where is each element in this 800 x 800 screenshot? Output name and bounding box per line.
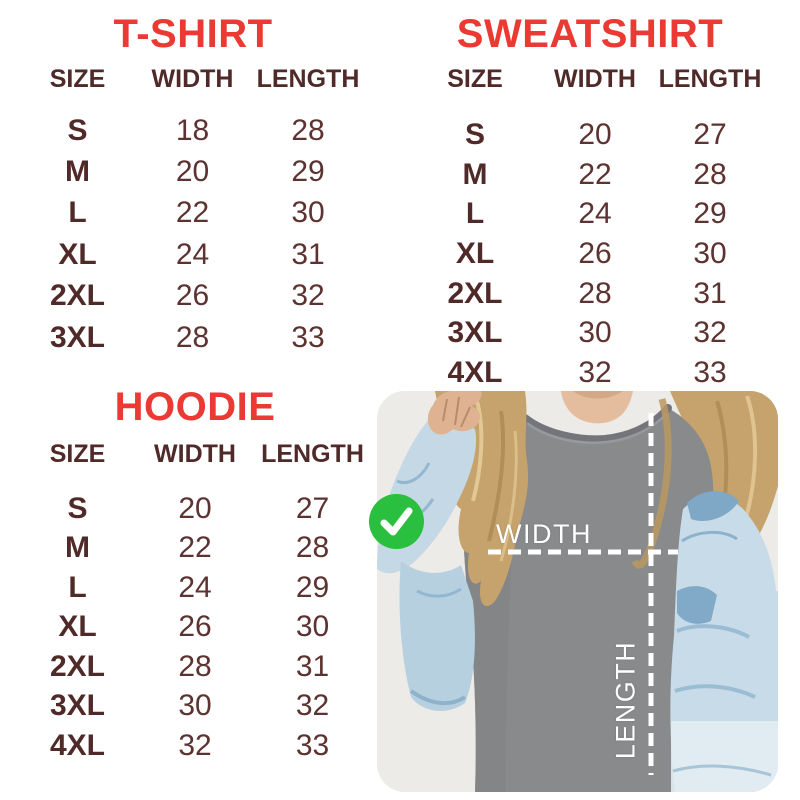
length-value: 32: [291, 279, 325, 313]
length-value: 32: [295, 689, 330, 723]
width-value: 20: [578, 117, 612, 151]
size-label: 2XL: [49, 279, 106, 313]
width-value: 24: [578, 197, 612, 231]
length-value: 27: [693, 117, 727, 151]
size-label: M: [65, 531, 90, 565]
width-value: 18: [175, 113, 210, 147]
hoodie-size-table: HOODIE SIZE WIDTH LENGTH S 20 27 M 22 28 L 24 29…: [15, 385, 375, 766]
column-header-width: WIDTH: [154, 439, 236, 468]
length-value: 28: [291, 113, 325, 147]
width-value: 28: [178, 649, 212, 683]
model-photo: WIDTH LENGTH: [377, 391, 778, 792]
hoodie-header-row: SIZE WIDTH LENGTH: [15, 439, 375, 469]
width-value: 22: [578, 157, 612, 191]
length-value: 30: [291, 196, 325, 230]
width-value: 30: [578, 316, 612, 350]
length-value: 30: [295, 610, 330, 644]
column-header-length: LENGTH: [261, 439, 364, 468]
sweatshirt-table-body: S 20 27 M 22 28 L 24 29 XL 26 30 2XL 28 31 3XL 30 32 4XL 32…: [405, 115, 775, 393]
length-value: 31: [291, 237, 325, 271]
width-value: 26: [578, 236, 612, 270]
column-header-length: LENGTH: [256, 64, 360, 93]
column-header-size: SIZE: [49, 439, 106, 468]
length-value: 31: [693, 276, 727, 310]
width-value: 30: [178, 689, 212, 723]
length-value: 29: [693, 197, 727, 231]
sweatshirt-table-title: SWEATSHIRT: [456, 12, 724, 56]
tshirt-header-row: SIZE WIDTH LENGTH: [15, 64, 371, 94]
tshirt-size-table: T-SHIRT SIZE WIDTH LENGTH S 18 28 M 20 29 L 22 3…: [15, 12, 371, 358]
size-label: 2XL: [447, 276, 503, 310]
length-value: 29: [295, 570, 330, 604]
width-value: 26: [178, 610, 212, 644]
hoodie-table-title: HOODIE: [114, 385, 276, 429]
hoodie-table-body: S 20 27 M 22 28 L 24 29 XL 26 30 2XL 28 31 3XL 30 32 4XL 32…: [15, 489, 375, 766]
checkmark-icon: [380, 507, 413, 536]
size-label: 3XL: [49, 689, 106, 723]
model-photo-illustration: [377, 391, 778, 792]
length-value: 33: [291, 320, 325, 354]
checkmark-badge: [369, 494, 424, 549]
width-value: 22: [175, 196, 210, 230]
size-label: M: [462, 157, 488, 191]
width-annotation-label: WIDTH: [496, 519, 592, 549]
length-value: 33: [295, 728, 330, 762]
width-value: 24: [178, 570, 212, 604]
width-value: 24: [175, 237, 210, 271]
length-value: 27: [295, 491, 330, 525]
width-value: 32: [578, 355, 612, 389]
size-label: L: [68, 196, 87, 230]
length-value: 31: [295, 649, 330, 683]
size-label: 3XL: [49, 320, 106, 354]
size-label: M: [65, 155, 90, 189]
size-label: XL: [455, 236, 495, 270]
length-value: 28: [295, 531, 330, 565]
size-label: 4XL: [49, 728, 106, 762]
column-header-size: SIZE: [49, 64, 106, 93]
column-header-width: WIDTH: [554, 64, 636, 93]
tshirt-table-title: T-SHIRT: [113, 12, 273, 56]
size-label: L: [465, 197, 485, 231]
sweatshirt-header-row: SIZE WIDTH LENGTH: [405, 64, 775, 94]
width-value: 22: [178, 531, 212, 565]
length-annotation-label: LENGTH: [610, 640, 641, 760]
length-value: 33: [693, 355, 727, 389]
size-label: S: [67, 491, 88, 525]
size-label: S: [67, 113, 88, 147]
width-value: 28: [578, 276, 612, 310]
length-value: 28: [693, 157, 727, 191]
sweatshirt-size-table: SWEATSHIRT SIZE WIDTH LENGTH S 20 27 M 22 28 L…: [405, 12, 775, 393]
length-value: 30: [693, 236, 727, 270]
size-label: XL: [58, 237, 97, 271]
width-value: 20: [175, 155, 210, 189]
width-value: 32: [178, 728, 212, 762]
width-value: 28: [175, 320, 210, 354]
size-label: S: [464, 117, 485, 151]
length-value: 29: [291, 155, 325, 189]
size-label: L: [68, 570, 87, 604]
column-header-size: SIZE: [447, 64, 503, 93]
width-value: 20: [178, 491, 212, 525]
length-value: 32: [693, 316, 727, 350]
size-label: 4XL: [447, 355, 503, 389]
size-label: 2XL: [49, 649, 106, 683]
column-header-width: WIDTH: [151, 64, 234, 93]
width-value: 26: [175, 279, 210, 313]
size-label: 3XL: [447, 316, 503, 350]
size-label: XL: [58, 610, 97, 644]
column-header-length: LENGTH: [658, 64, 762, 93]
tshirt-table-body: S 18 28 M 20 29 L 22 30 XL 24 31 2XL 26 32 3XL 28 33: [15, 110, 371, 358]
